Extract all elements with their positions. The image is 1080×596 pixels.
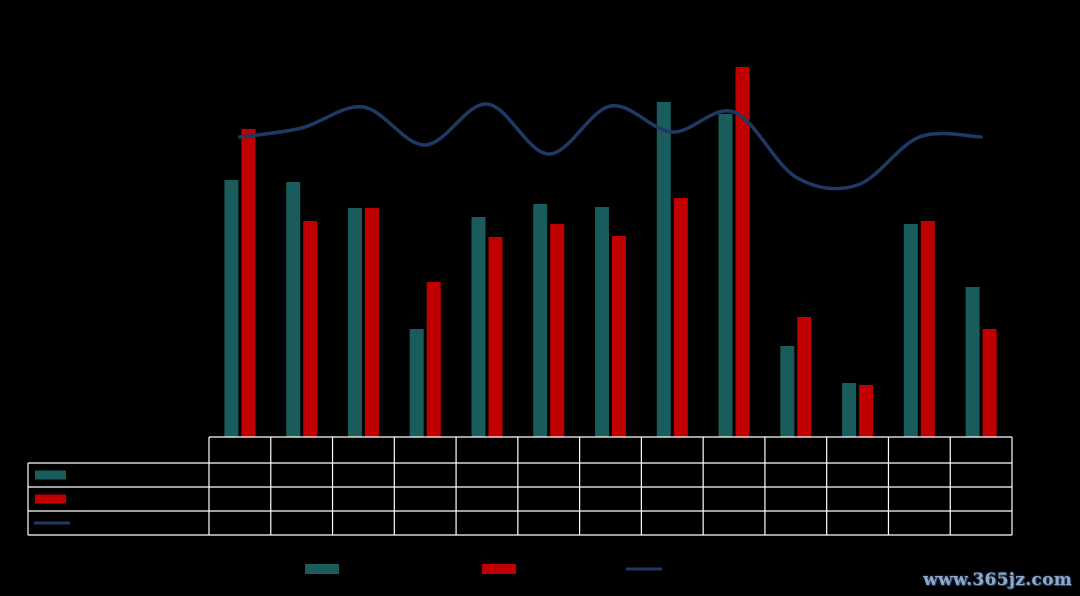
bar-series1-1 <box>224 180 239 437</box>
bar-series1-6 <box>533 204 548 437</box>
table-key-series-1 <box>35 470 66 480</box>
bar-series1-8 <box>656 102 671 437</box>
bar-series2-4 <box>426 282 441 437</box>
bar-series2-12 <box>920 221 935 437</box>
bar-series1-13 <box>965 287 980 437</box>
bar-series1-7 <box>595 207 609 437</box>
line-layer <box>238 102 983 191</box>
bar-series2-8 <box>673 198 688 437</box>
bar-series1-4 <box>409 329 424 437</box>
bar-series2-13 <box>982 329 997 437</box>
bar-series1-10 <box>780 346 795 437</box>
bar-series1-3 <box>347 208 362 437</box>
table-key-series-2 <box>35 494 66 504</box>
legend-key-series-2 <box>482 564 516 574</box>
legend <box>305 564 662 574</box>
bars-layer <box>224 67 997 437</box>
bar-series2-3 <box>364 208 379 437</box>
legend-key-series-1 <box>305 564 339 574</box>
bar-series2-2 <box>303 221 318 437</box>
bar-series1-11 <box>842 383 857 437</box>
data-table <box>27 436 1013 536</box>
bar-series2-9 <box>735 67 750 437</box>
bar-series1-12 <box>903 224 918 437</box>
bar-series1-9 <box>718 114 733 437</box>
bar-series1-2 <box>286 182 301 437</box>
watermark-text: www.365jz.com <box>923 570 1072 590</box>
bar-series2-7 <box>612 236 626 437</box>
bar-series2-1 <box>241 129 256 437</box>
bar-series2-5 <box>488 237 503 437</box>
bar-series1-5 <box>471 217 486 437</box>
bar-series2-11 <box>859 385 874 437</box>
bar-series2-10 <box>797 317 812 437</box>
bar-series2-6 <box>550 224 565 437</box>
